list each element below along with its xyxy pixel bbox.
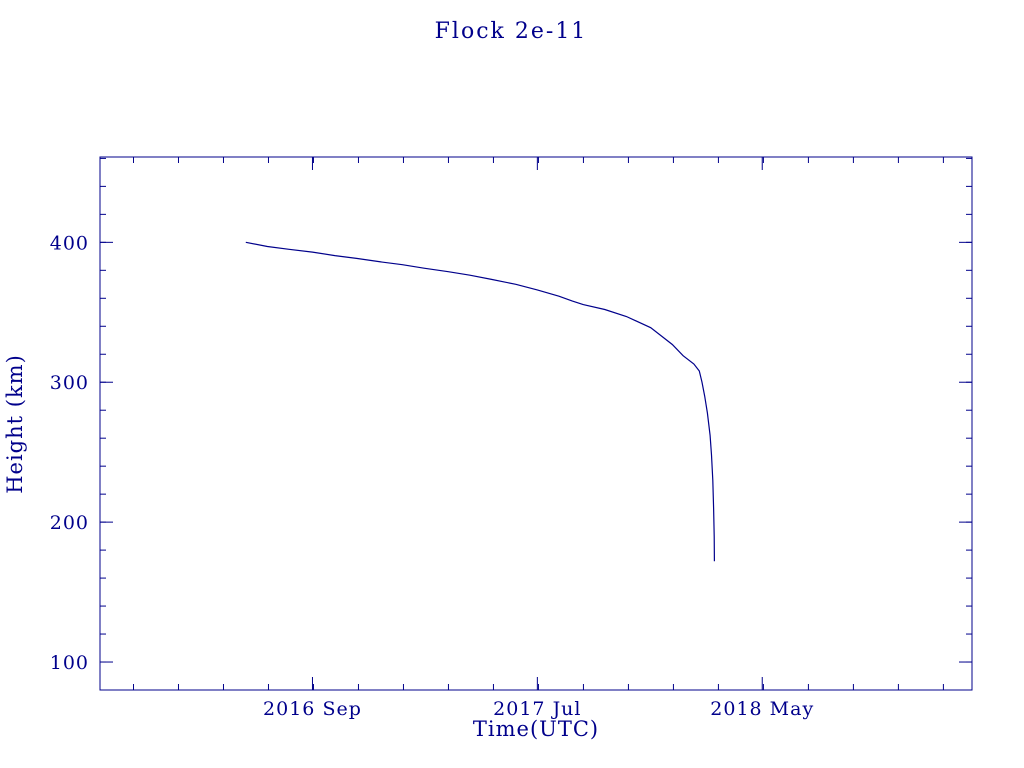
y-axis-label: Height (km)	[3, 354, 27, 494]
x-tick-label: 2016 Sep	[263, 698, 362, 720]
y-tick-label: 200	[50, 512, 89, 534]
x-axis-label: Time(UTC)	[473, 717, 599, 741]
axis-ticks	[100, 157, 972, 690]
tick-labels: 2016 Sep 2017 Jul 2018 May 100 200 300 400	[50, 232, 814, 720]
x-tick-label: 2018 May	[710, 698, 814, 720]
series-line-height	[245, 241, 716, 562]
data-series	[245, 241, 716, 562]
y-tick-label: 400	[50, 232, 89, 254]
plot-border	[99, 156, 973, 691]
chart-title: Flock 2e-11	[435, 19, 588, 44]
x-tick-label: 2017 Jul	[493, 698, 581, 720]
y-tick-label: 100	[50, 652, 89, 674]
y-tick-label: 300	[50, 372, 89, 394]
